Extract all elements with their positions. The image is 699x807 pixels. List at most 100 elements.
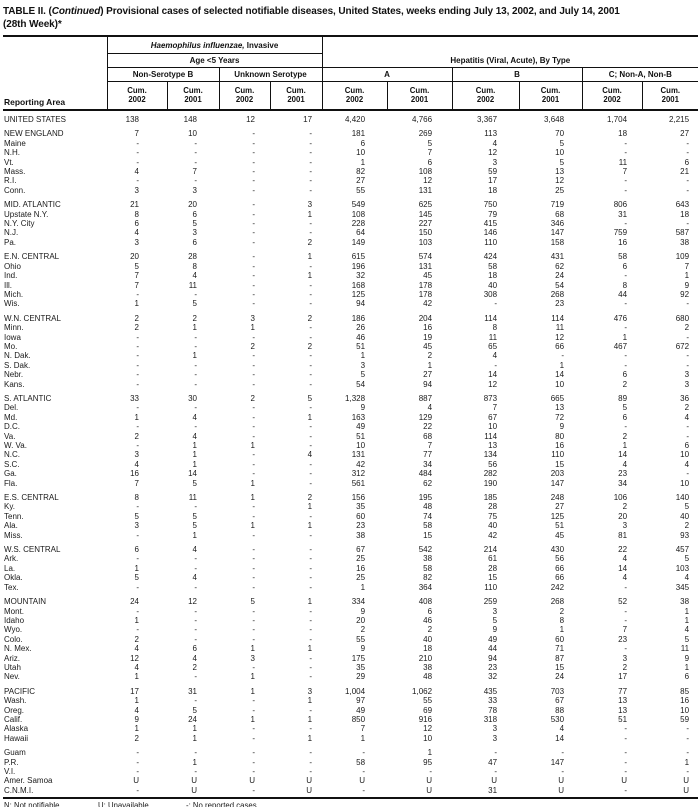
- value-cell: 4: [134, 459, 139, 469]
- reporting-area-cell: Fla.: [4, 478, 18, 488]
- value-cell: 1: [250, 644, 255, 654]
- value-cell: 11: [488, 332, 498, 342]
- hepatitis-group-header: Hepatitis (Viral, Acute), By Type: [321, 35, 699, 68]
- value-cell: 4: [684, 412, 690, 422]
- value-cell: -: [252, 379, 255, 389]
- value-cell: 30: [188, 393, 197, 403]
- value-cell: 248: [550, 493, 565, 503]
- value-cell: 703: [550, 686, 565, 696]
- value-cell: 1: [307, 271, 313, 281]
- table-row: S. Dak. - - - - 3 1 - 1 - -: [3, 361, 698, 370]
- value-cell: 561: [351, 478, 366, 488]
- table-row: W.N. CENTRAL 2 2 3 2 186 204 114 114 476 680: [3, 309, 698, 323]
- table-row: Utah 4 2 - - 35 38 23 15 2 1: [3, 663, 698, 672]
- value-cell: -: [252, 459, 255, 469]
- value-cell: 12: [423, 176, 433, 186]
- value-cell: -: [252, 200, 255, 210]
- value-cell: 1: [192, 441, 197, 450]
- value-cell: 113: [484, 129, 498, 139]
- table-row: Ill. 7 11 - - 168 178 40 54 8 9: [3, 281, 698, 290]
- value-cell: -: [194, 370, 197, 380]
- value-cell: 94: [488, 653, 498, 663]
- value-cell: 49: [356, 422, 366, 432]
- reporting-area-cell: Ill.: [4, 280, 12, 290]
- value-cell: 6: [684, 441, 690, 450]
- table-row: Va. 2 4 - - 51 68 114 80 2 -: [3, 432, 698, 441]
- value-cell: 3: [250, 653, 255, 663]
- value-cell: -: [322, 785, 388, 800]
- value-cell: 88: [555, 705, 565, 715]
- value-cell: 31: [452, 785, 520, 800]
- value-cell: 6: [622, 370, 628, 380]
- value-cell: 75: [488, 511, 498, 521]
- reporting-area-cell: D.C.: [4, 422, 20, 432]
- value-cell: 163: [351, 412, 366, 422]
- value-cell: 759: [613, 228, 628, 238]
- value-cell: U: [491, 776, 498, 786]
- table-row: Okla. 5 4 - - 25 82 15 66 4 4: [3, 573, 698, 582]
- value-cell: -: [194, 625, 197, 635]
- value-cell: -: [309, 662, 313, 672]
- value-cell: 38: [356, 530, 366, 540]
- value-cell: 27: [555, 502, 565, 512]
- table-row: Md. 1 4 - 1 163 129 67 72 6 4: [3, 413, 698, 422]
- value-cell: 2: [134, 313, 139, 323]
- value-cell: -: [252, 228, 255, 238]
- value-cell: 1: [134, 724, 139, 734]
- value-cell: 2: [307, 237, 313, 247]
- value-cell: -: [686, 185, 690, 195]
- value-cell: 719: [550, 200, 565, 210]
- value-cell: -: [686, 360, 690, 370]
- value-cell: 3: [250, 313, 255, 323]
- table-row: MID. ATLANTIC 21 20 - 3 549 625 750 719 806 643: [3, 195, 698, 209]
- value-cell: 6: [427, 157, 433, 167]
- value-cell: 60: [356, 511, 366, 521]
- value-cell: 67: [356, 545, 366, 555]
- value-cell: 476: [613, 313, 628, 323]
- value-cell: -: [136, 582, 139, 592]
- value-cell: 424: [483, 252, 498, 262]
- value-cell: 16: [680, 696, 690, 706]
- value-cell: -: [309, 431, 313, 441]
- value-cell: -: [624, 733, 628, 743]
- value-cell: -: [309, 634, 313, 644]
- value-cell: 7: [427, 148, 433, 158]
- value-cell: 2: [684, 521, 690, 531]
- value-cell: -: [362, 767, 366, 776]
- value-cell: -: [252, 289, 255, 299]
- value-cell: -: [309, 289, 313, 299]
- table-row: N.H. - - - - 10 7 12 10 - -: [3, 148, 698, 157]
- value-cell: -: [624, 422, 628, 432]
- value-cell: 3: [307, 686, 313, 696]
- value-cell: 18: [680, 209, 690, 219]
- reporting-area-cell: S.C.: [4, 459, 20, 469]
- value-cell: -: [309, 351, 313, 361]
- value-cell: -: [309, 280, 313, 290]
- value-cell: 25: [555, 185, 565, 195]
- value-cell: 9: [684, 653, 690, 663]
- value-cell: -: [686, 176, 690, 186]
- value-cell: 19: [423, 332, 433, 342]
- value-cell: -: [624, 271, 628, 281]
- value-cell: 1: [307, 696, 313, 706]
- value-cell: 10: [680, 705, 690, 715]
- value-cell: -: [252, 582, 255, 592]
- value-cell: 542: [418, 545, 433, 555]
- value-cell: 2: [622, 502, 628, 512]
- value-cell: 72: [555, 412, 565, 422]
- value-cell: 435: [483, 686, 498, 696]
- value-cell: 21: [680, 167, 690, 177]
- table-header: Reporting Area Haemophilus influenzae, I…: [3, 35, 699, 111]
- value-cell: 1: [134, 563, 139, 573]
- value-cell: -: [309, 332, 313, 342]
- value-cell: -: [309, 219, 313, 229]
- value-cell: 6: [134, 219, 139, 229]
- value-cell: 80: [555, 431, 565, 441]
- value-cell: 4: [622, 459, 628, 469]
- value-cell: -: [252, 129, 255, 139]
- reporting-area-cell: Oreg.: [4, 705, 25, 715]
- value-cell: 7: [192, 167, 197, 177]
- value-cell: 28: [188, 252, 197, 262]
- reporting-area-cell: Md.: [4, 412, 18, 422]
- value-cell: 10: [555, 148, 565, 158]
